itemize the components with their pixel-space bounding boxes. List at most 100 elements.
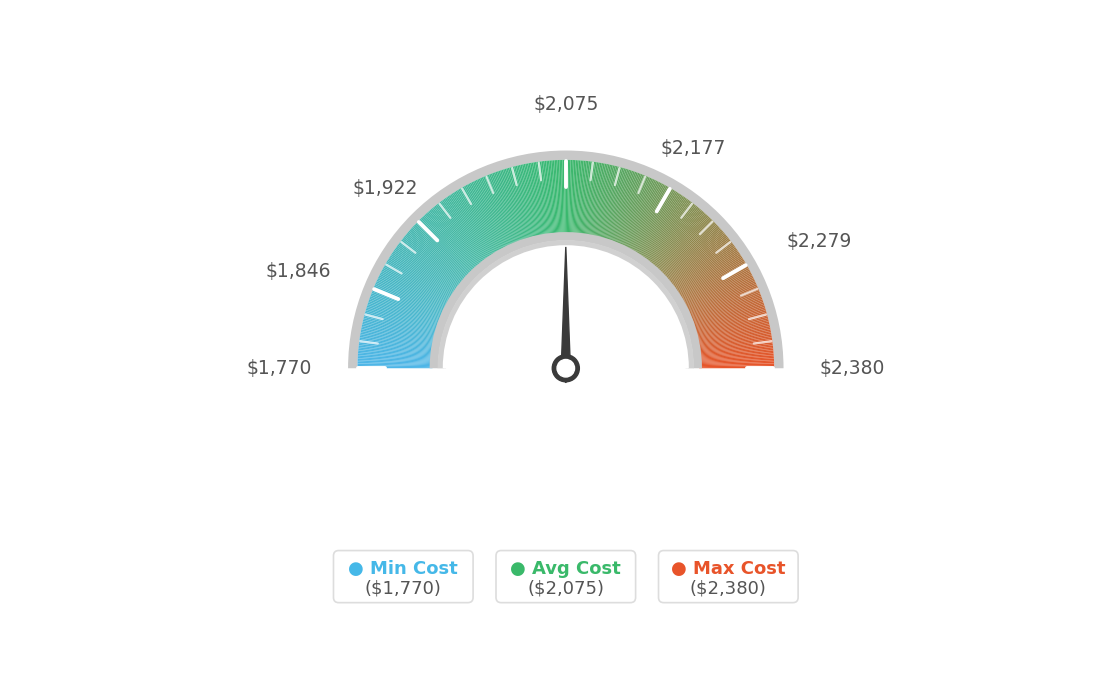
Wedge shape: [640, 195, 683, 258]
Wedge shape: [560, 160, 563, 235]
Wedge shape: [474, 180, 508, 248]
Wedge shape: [438, 203, 485, 263]
Wedge shape: [516, 166, 534, 239]
Wedge shape: [473, 181, 507, 249]
Wedge shape: [454, 191, 496, 256]
Wedge shape: [592, 164, 608, 237]
Wedge shape: [648, 204, 694, 264]
Wedge shape: [396, 246, 458, 290]
Wedge shape: [556, 160, 561, 235]
Wedge shape: [678, 255, 742, 297]
Wedge shape: [618, 177, 650, 246]
Wedge shape: [693, 307, 765, 330]
Wedge shape: [551, 160, 558, 235]
Wedge shape: [362, 324, 435, 341]
Wedge shape: [365, 310, 438, 332]
Wedge shape: [585, 162, 597, 237]
Wedge shape: [698, 339, 773, 351]
Wedge shape: [594, 164, 612, 238]
Wedge shape: [654, 211, 703, 268]
Wedge shape: [647, 203, 693, 263]
Wedge shape: [630, 186, 668, 252]
Wedge shape: [698, 342, 773, 353]
Wedge shape: [361, 331, 435, 345]
Wedge shape: [368, 304, 439, 328]
Wedge shape: [371, 292, 442, 320]
Wedge shape: [671, 241, 732, 287]
Wedge shape: [436, 205, 484, 264]
Wedge shape: [612, 172, 639, 244]
Wedge shape: [619, 178, 651, 247]
Wedge shape: [611, 172, 636, 243]
Wedge shape: [637, 193, 679, 256]
Wedge shape: [512, 166, 532, 239]
Wedge shape: [608, 170, 634, 242]
Wedge shape: [675, 247, 736, 292]
Wedge shape: [673, 244, 734, 290]
Wedge shape: [696, 323, 769, 340]
Wedge shape: [423, 215, 476, 271]
Text: ● Min Cost: ● Min Cost: [349, 560, 458, 578]
Wedge shape: [588, 163, 603, 237]
Wedge shape: [496, 172, 521, 243]
Wedge shape: [429, 232, 702, 368]
Wedge shape: [477, 179, 510, 248]
Wedge shape: [358, 364, 433, 366]
FancyBboxPatch shape: [658, 551, 798, 602]
Wedge shape: [576, 161, 584, 235]
Wedge shape: [677, 254, 741, 296]
Wedge shape: [686, 277, 754, 310]
Wedge shape: [676, 250, 739, 293]
Text: $1,770: $1,770: [246, 359, 311, 377]
Wedge shape: [697, 333, 772, 346]
Wedge shape: [689, 287, 758, 317]
Wedge shape: [620, 178, 654, 247]
Wedge shape: [561, 160, 564, 235]
Wedge shape: [434, 206, 482, 265]
Wedge shape: [587, 163, 602, 237]
Wedge shape: [635, 190, 675, 255]
Wedge shape: [659, 219, 713, 274]
Wedge shape: [650, 208, 700, 266]
Wedge shape: [601, 167, 623, 240]
Wedge shape: [678, 257, 743, 297]
Wedge shape: [615, 175, 644, 245]
Wedge shape: [420, 219, 473, 273]
Wedge shape: [537, 161, 548, 236]
Wedge shape: [498, 170, 523, 242]
Wedge shape: [538, 161, 549, 236]
Wedge shape: [400, 241, 459, 288]
Wedge shape: [660, 221, 714, 275]
Wedge shape: [634, 189, 673, 254]
Wedge shape: [400, 241, 460, 287]
Wedge shape: [699, 355, 774, 361]
Wedge shape: [501, 170, 526, 242]
Wedge shape: [596, 166, 615, 239]
Wedge shape: [370, 296, 440, 323]
Wedge shape: [582, 161, 592, 236]
Wedge shape: [401, 239, 461, 286]
Wedge shape: [672, 243, 733, 289]
Wedge shape: [416, 222, 470, 275]
Wedge shape: [358, 366, 433, 368]
Wedge shape: [577, 161, 585, 235]
Wedge shape: [669, 237, 729, 285]
Text: ($1,770): ($1,770): [364, 579, 442, 597]
Wedge shape: [359, 344, 434, 353]
Wedge shape: [457, 190, 497, 255]
Wedge shape: [376, 279, 445, 313]
Wedge shape: [517, 166, 535, 239]
Wedge shape: [688, 284, 757, 315]
Wedge shape: [375, 281, 445, 313]
Wedge shape: [399, 243, 459, 289]
Wedge shape: [533, 162, 546, 237]
Wedge shape: [418, 219, 473, 274]
Wedge shape: [365, 308, 438, 331]
Wedge shape: [386, 261, 452, 300]
Wedge shape: [358, 357, 433, 362]
Wedge shape: [508, 168, 530, 240]
Wedge shape: [514, 166, 533, 239]
Wedge shape: [397, 244, 458, 290]
Wedge shape: [359, 347, 433, 355]
Wedge shape: [554, 160, 560, 235]
